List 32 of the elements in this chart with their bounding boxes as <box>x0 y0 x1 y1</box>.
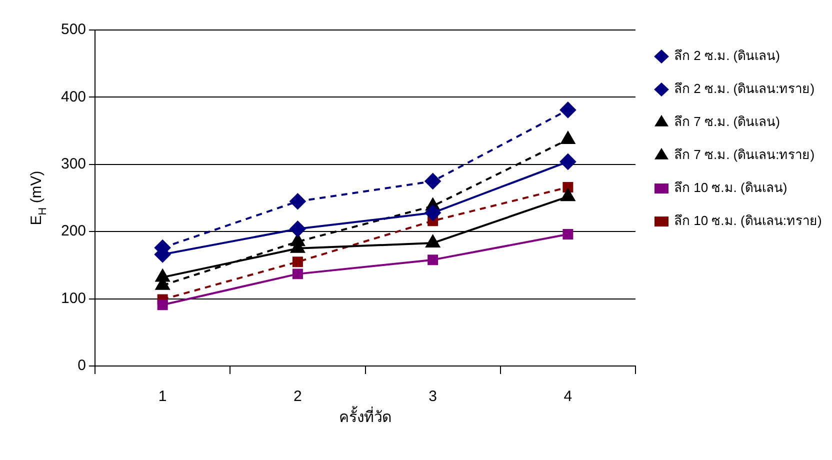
y-tick-label: 200 <box>60 222 86 240</box>
legend-label: ลึก 7 ซ.ม. (ดินเลน) <box>674 114 780 130</box>
point <box>292 268 303 280</box>
point <box>560 102 576 118</box>
y-tick-label: 400 <box>60 88 86 106</box>
point <box>560 154 576 170</box>
point <box>290 220 306 237</box>
point <box>428 254 438 266</box>
y-tick-label: 300 <box>60 156 86 173</box>
point <box>290 193 306 210</box>
point <box>562 229 574 240</box>
x-tick-label: 1 <box>158 388 167 406</box>
point <box>560 188 576 202</box>
legend-label: ลึก 2 ซ.ม. (ดินเลน) <box>674 48 780 64</box>
legend-label: ลึก 2 ซ.ม. (ดินเลน:ทราย) <box>674 81 815 96</box>
legend-label: ลึก 7 ซ.ม. (ดินเลน:ทราย) <box>674 147 815 162</box>
legend-label: ลึก 10 ซ.ม. (ดินเลน:ทราย) <box>674 213 822 228</box>
x-axis-title: ครั้งที่วัด <box>338 406 392 426</box>
x-tick-label: 2 <box>294 388 302 406</box>
point <box>426 235 440 248</box>
legend-label: ลึก 10 ซ.ม. (ดินเลน) <box>674 180 788 196</box>
x-tick-label: 4 <box>564 388 572 406</box>
point <box>424 173 441 190</box>
point <box>424 204 441 221</box>
x-tick-label: 3 <box>428 388 437 406</box>
point <box>292 256 303 268</box>
y-tick-label: 0 <box>78 357 86 374</box>
point <box>560 132 576 144</box>
y-tick-label: 500 <box>60 21 86 38</box>
point <box>157 300 168 310</box>
y-axis-title: EH (mV) <box>28 170 50 226</box>
y-tick-label: 100 <box>60 290 86 307</box>
